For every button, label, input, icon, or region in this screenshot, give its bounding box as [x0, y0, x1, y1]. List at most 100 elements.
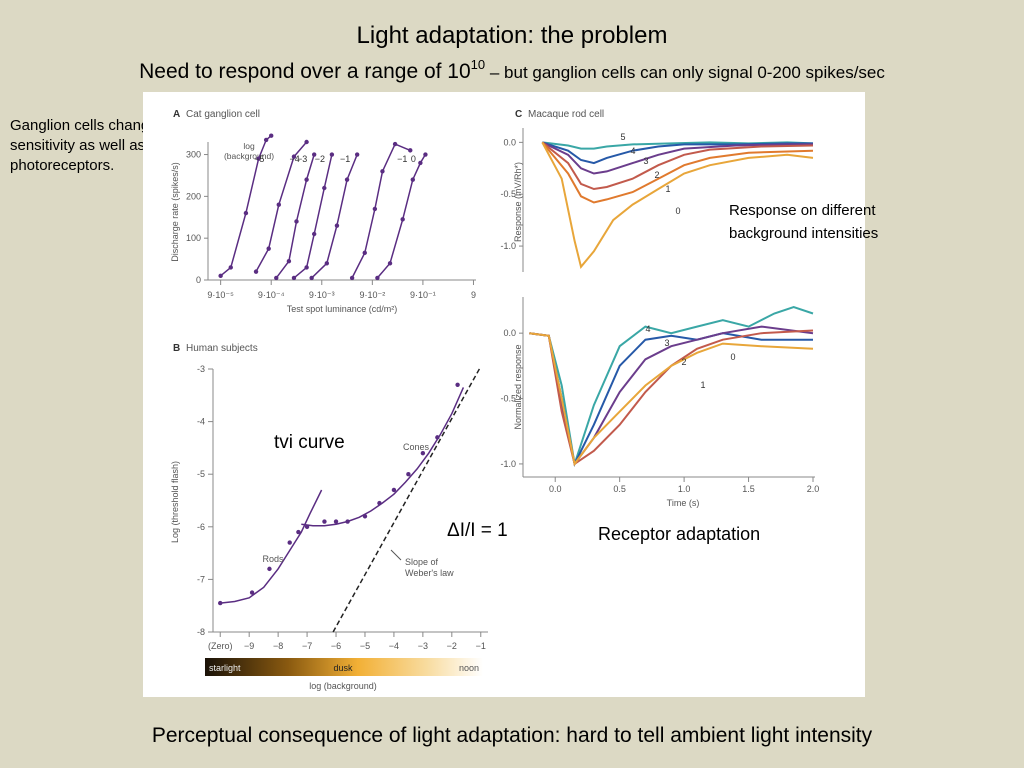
panel-a-y-tick-label: 100 [186, 233, 201, 243]
panel-a-x-tick-label: 9 [471, 290, 476, 300]
panel-a-series-line [376, 154, 427, 279]
panel-b-point [249, 590, 255, 595]
panel-c2-series-line [529, 305, 814, 465]
panel-b-cones-label: Cones [403, 442, 430, 452]
panel-a-point [400, 217, 405, 222]
panel-a-x-tick-label: 9·10⁻² [359, 290, 385, 300]
panel-b-x-tick-label: −7 [302, 641, 312, 651]
panel-a-point [304, 139, 309, 145]
panel-a-point [286, 258, 292, 264]
panel-c2-series-label: 2 [681, 357, 686, 367]
panel-a-title: Cat ganglion cell [186, 109, 260, 120]
panel-c2-x-tick-label: 1.0 [678, 484, 691, 494]
slide-subtitle: Need to respond over a range of 1010 – b… [0, 57, 1024, 84]
panel-a-point [410, 177, 415, 182]
panel-a-point [372, 206, 378, 212]
panel-b-x-tick-label: −4 [389, 641, 399, 651]
panel-b-point [406, 472, 411, 477]
panel-a-series-label: −4 [289, 154, 299, 164]
panel-c-series-label: 2 [654, 170, 659, 180]
panel-b-x-tick-label: −5 [360, 641, 370, 651]
panel-a-y-tick-label: 300 [186, 150, 201, 160]
subtitle-rest: – but ganglion cells can only signal 0-2… [485, 63, 885, 82]
panel-c-y-label: Response (mV/Rh*) [513, 162, 523, 242]
panel-b-series-line [301, 387, 465, 527]
subtitle-main: Need to respond over a range of 10 [139, 60, 471, 83]
panel-b-rods-label: Rods [262, 554, 284, 564]
figure-panel: A Cat ganglion cell 0 100 200 300 9·10⁻⁵ 9·10⁻⁴… [143, 92, 878, 697]
panel-a-legend-title-line2: (background) [224, 151, 274, 161]
panel-a-x-label: Test spot luminance (cd/m²) [287, 304, 398, 314]
panel-a-letter: A [173, 109, 180, 120]
panel-c2-x-tick-label: 0.5 [613, 484, 626, 494]
panel-b-y-tick-label: -8 [197, 627, 205, 637]
panel-b-point [345, 519, 350, 524]
panel-c-series-label: 1 [665, 184, 670, 194]
panel-b-noon-label: noon [459, 663, 479, 673]
panel-a-point [291, 154, 297, 159]
slide-footer: Perceptual consequence of light adaptati… [151, 724, 873, 747]
panel-b-y-tick-label: -7 [197, 574, 205, 584]
panel-c2-x-label: Time (s) [667, 498, 700, 508]
panel-b-dusk-label: dusk [333, 663, 353, 673]
panel-b-weber-pointer [390, 549, 402, 561]
panel-b-point [322, 519, 327, 524]
panel-a-point [294, 219, 299, 224]
panel-a-x-tick-label: 9·10⁻⁵ [207, 290, 234, 300]
panel-c2-series-label: 1 [700, 380, 705, 390]
panel-c-series-label: 0 [675, 206, 680, 216]
panel-a-series-line [351, 143, 411, 279]
tvi-curve-label: tvi curve [274, 432, 345, 453]
panel-a-y-label: Discharge rate (spikes/s) [170, 162, 180, 262]
panel-a-series-label: −3 [297, 154, 307, 164]
panel-c2-series-line [529, 332, 814, 467]
panel-a-point [392, 141, 398, 147]
panel-c2-series-label: 0 [730, 352, 735, 362]
panel-a-point [304, 177, 309, 182]
panel-b-point [333, 519, 339, 524]
panel-b-y-tick-label: -6 [197, 522, 205, 532]
slide-title: Light adaptation: the problem [356, 22, 668, 49]
panel-a-legend-title-line1: log [243, 141, 255, 151]
panel-b-y-tick-label: -3 [197, 364, 205, 374]
panel-b-x-tick-label: −2 [447, 641, 457, 651]
panel-a-series-label: −1 [340, 154, 350, 164]
panel-b-point [296, 529, 301, 535]
panel-b-y-label: Log (threshold flash) [170, 461, 180, 543]
panel-b-x-tick-label: −6 [331, 641, 341, 651]
panel-c2-x-tick-label: 0.0 [549, 484, 562, 494]
panel-c-series-line [541, 141, 813, 165]
panel-b-point [287, 540, 292, 545]
panel-a-point [218, 273, 223, 279]
panel-c2-series-label: 4 [645, 324, 650, 334]
panel-b-weber-line [332, 366, 482, 633]
panel-a-point [334, 223, 340, 228]
panel-c-y-tick-label: -0.5 [500, 189, 516, 199]
panel-c2-x-tick-label: 2.0 [807, 484, 820, 494]
panel-a-point [274, 275, 279, 281]
panel-b-series-line [220, 489, 323, 604]
panel-a-point [276, 202, 281, 207]
panel-a-point [253, 269, 259, 274]
panel-c-series-line [541, 141, 814, 269]
panel-a-point [311, 152, 317, 157]
panel-b-weber-label-line2: Weber's law [405, 568, 454, 578]
panel-b-light-gradient [205, 658, 483, 676]
panel-b-point [362, 514, 368, 519]
panel-c2-x-tick-label: 1.5 [742, 484, 755, 494]
panel-b-y-tick-label: -5 [197, 469, 205, 479]
panel-b-title: Human subjects [186, 343, 258, 354]
panel-a-point [311, 231, 317, 237]
panel-c2-series-line [529, 329, 814, 466]
panel-a-point [269, 133, 274, 138]
panel-a-point [266, 246, 271, 251]
panel-c-series-label: 5 [620, 132, 625, 142]
panel-a-x-tick-label: 9·10⁻³ [309, 290, 335, 300]
panel-b-starlight-label: starlight [209, 663, 241, 673]
background-response-label: Response on different background intensi… [729, 202, 879, 242]
panel-b-point [455, 382, 460, 387]
panel-b-x-tick-label: −3 [418, 641, 428, 651]
panel-a-point [375, 275, 380, 281]
panel-b-x-tick-label: (Zero) [208, 641, 233, 651]
